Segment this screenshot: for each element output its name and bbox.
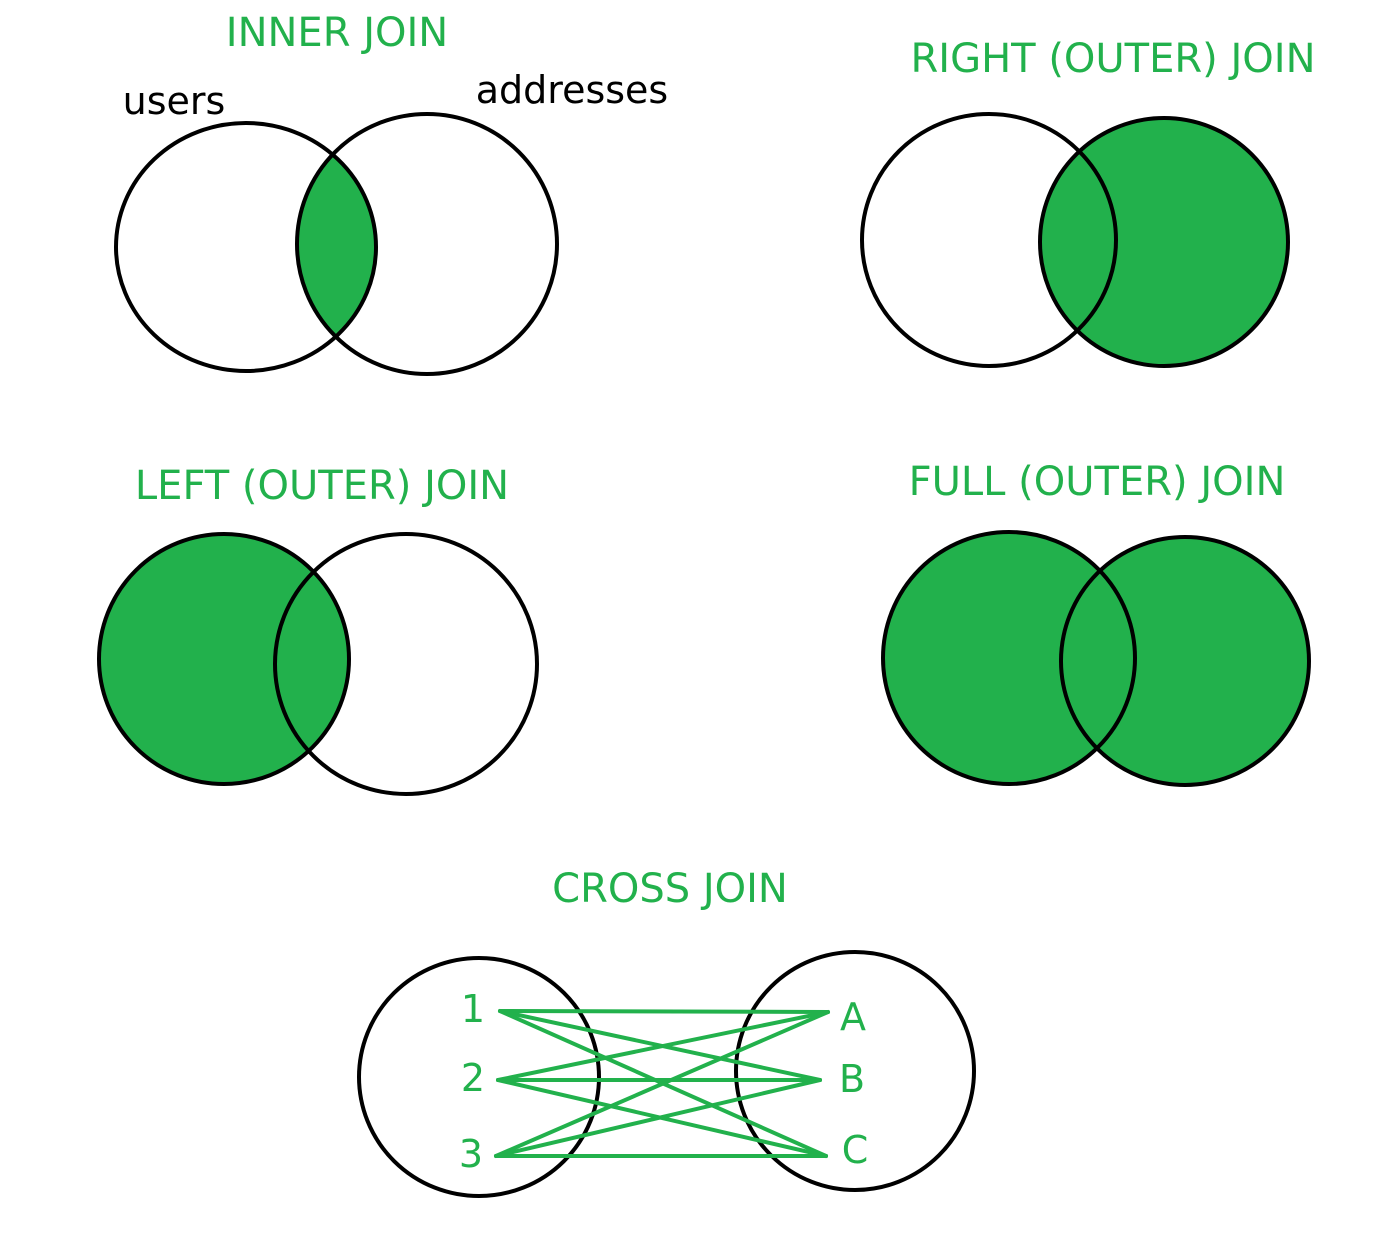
- addresses-circle: [295, 112, 559, 376]
- cross-join-links: [494, 1009, 830, 1158]
- left-item-3: 3: [459, 1132, 483, 1176]
- full-join-diagram: FULL (OUTER) JOIN: [881, 459, 1311, 787]
- right-item-c: C: [842, 1128, 869, 1172]
- right-join-left-circle: [860, 112, 1118, 368]
- full-join-left-circle: [881, 530, 1137, 786]
- users-set-label: users: [123, 79, 226, 123]
- right-item-a: A: [840, 995, 866, 1039]
- left-join-right-circle: [273, 532, 539, 796]
- left-item-2: 2: [461, 1056, 485, 1100]
- inner-join-diagram: INNER JOIN users addresses: [114, 10, 668, 376]
- full-join-right-circle: [1059, 535, 1311, 787]
- cross-link-2-a: [496, 1010, 830, 1082]
- left-item-1: 1: [461, 987, 485, 1031]
- right-join-diagram: RIGHT (OUTER) JOIN: [860, 36, 1316, 368]
- inner-join-title: INNER JOIN: [226, 10, 448, 56]
- left-join-diagram: LEFT (OUTER) JOIN: [97, 463, 539, 796]
- full-join-title: FULL (OUTER) JOIN: [909, 459, 1286, 505]
- right-item-b: B: [839, 1057, 865, 1101]
- cross-join-title: CROSS JOIN: [552, 866, 788, 912]
- right-join-title: RIGHT (OUTER) JOIN: [911, 36, 1316, 82]
- full-left-fill: [883, 532, 1135, 784]
- left-join-left-circle: [97, 532, 351, 786]
- right-join-right-circle: [1038, 116, 1290, 368]
- full-right-fill: [1061, 537, 1309, 785]
- cross-link-3-b: [494, 1078, 822, 1158]
- users-circle: [114, 121, 378, 373]
- cross-link-1-a: [498, 1009, 830, 1014]
- cross-join-labels: 1 2 3 A B C: [459, 987, 868, 1176]
- cross-left-circle: [357, 956, 601, 1198]
- left-join-title: LEFT (OUTER) JOIN: [135, 463, 509, 509]
- cross-right-circle: [734, 950, 976, 1192]
- cross-link-3-a: [494, 1010, 830, 1158]
- addresses-set-label: addresses: [476, 68, 668, 112]
- cross-join-diagram: CROSS JOIN 1 2 3 A B C: [357, 866, 976, 1198]
